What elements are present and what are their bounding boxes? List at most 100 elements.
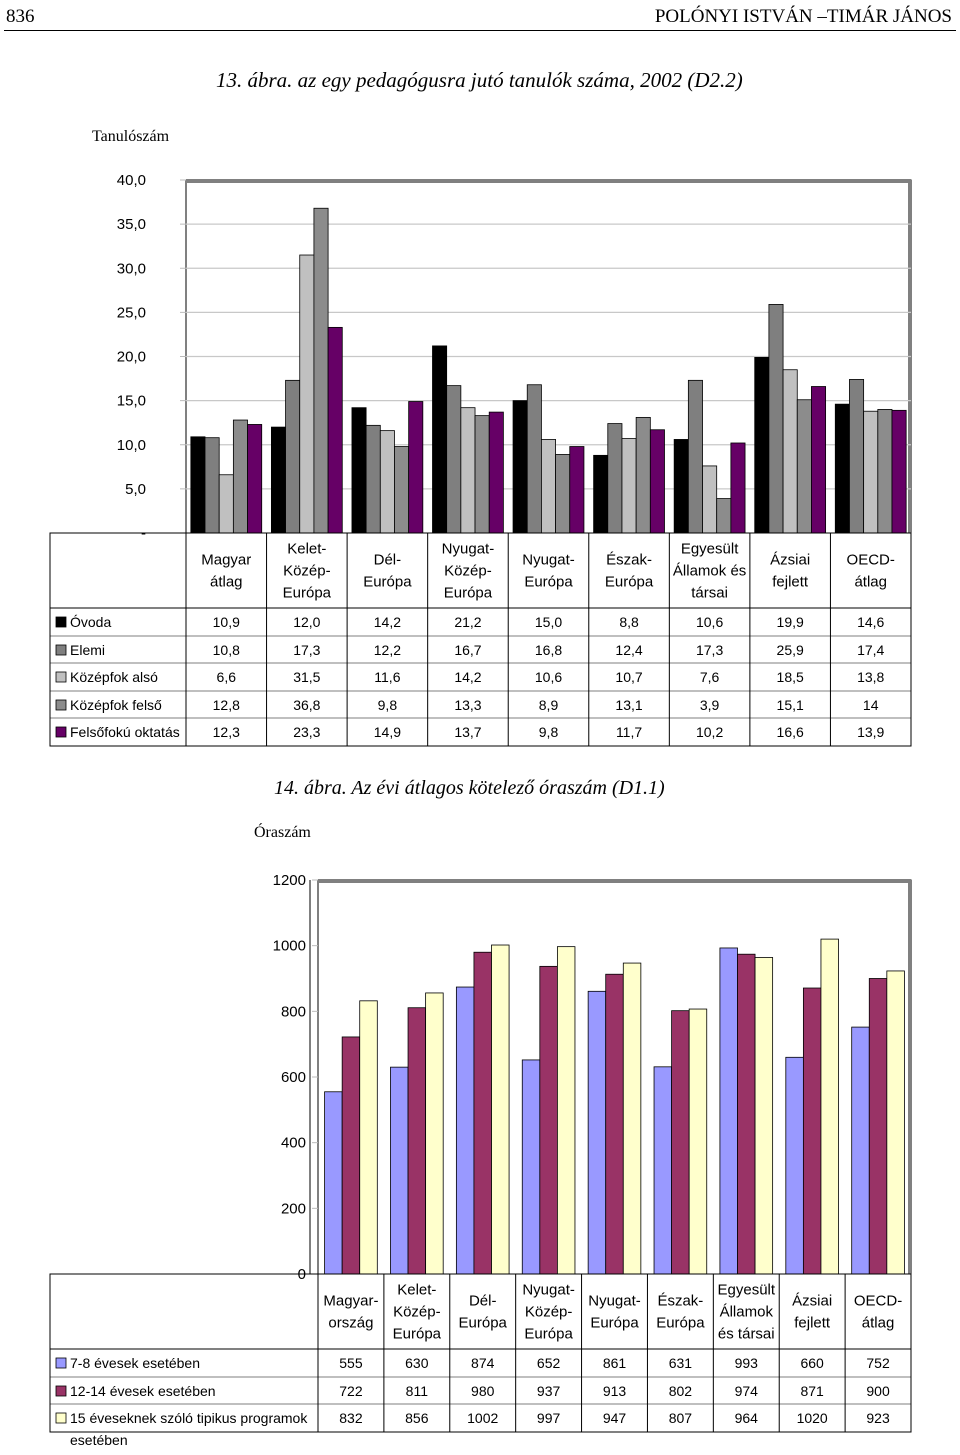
chart1-data-label: 12,4 bbox=[615, 642, 642, 658]
chart1-category-label: Nyugat- bbox=[442, 541, 495, 558]
chart1-data-label: 13,1 bbox=[615, 697, 642, 713]
chart1-y-tick-label: 20,0 bbox=[117, 349, 146, 366]
chart2-data-label: 802 bbox=[669, 1383, 693, 1399]
chart2-data-label: 874 bbox=[471, 1355, 495, 1371]
chart2-category-label: Közép- bbox=[393, 1304, 441, 1321]
chart2-bar bbox=[688, 1008, 708, 1275]
chart2-bar bbox=[785, 1056, 804, 1275]
chart2-data-label: 630 bbox=[405, 1355, 429, 1371]
chart1-category-label: Kelet- bbox=[287, 541, 326, 558]
chart2-category-label: Nyugat- bbox=[522, 1282, 575, 1299]
chart2-category-label: Nyugat- bbox=[588, 1293, 641, 1310]
chart2-legend-swatch bbox=[55, 1385, 67, 1397]
chart2-data-label: 752 bbox=[866, 1355, 890, 1371]
chart1-data-label: 12,8 bbox=[213, 697, 240, 713]
chart2-data-label: 913 bbox=[603, 1383, 627, 1399]
chart2-bar bbox=[605, 973, 624, 1275]
chart1-y-tick-label: 30,0 bbox=[117, 260, 146, 277]
chart2-y-tick-label: 600 bbox=[281, 1069, 306, 1086]
chart1-data-table-border bbox=[49, 532, 912, 747]
chart2-data-label: 964 bbox=[735, 1410, 759, 1426]
chart2-category-label: fejlett bbox=[794, 1315, 831, 1332]
chart1-data-label: 21,2 bbox=[454, 614, 481, 630]
chart2-legend-label: 7-8 évesek esetében bbox=[70, 1355, 200, 1371]
chart1-data-label: 10,6 bbox=[696, 614, 723, 630]
chart2-plot-shadow-right bbox=[908, 880, 911, 1274]
chart2-category-label: átlag bbox=[862, 1315, 895, 1332]
chart2-data-label: 993 bbox=[735, 1355, 759, 1371]
chart2-data-label: 947 bbox=[603, 1410, 627, 1426]
chart1-category-label: Dél- bbox=[374, 552, 402, 569]
chart2-category-label: Európa bbox=[459, 1315, 508, 1332]
chart2-data-table-border bbox=[49, 1273, 912, 1433]
chart2-plot-shadow-top bbox=[318, 880, 911, 883]
chart2-bar bbox=[622, 962, 642, 1275]
chart2-bar bbox=[851, 1026, 870, 1275]
chart1-data-label: 6,6 bbox=[217, 669, 237, 685]
running-header-authors: POLÓNYI ISTVÁN –TIMÁR JÁNOS bbox=[654, 6, 952, 27]
chart1-data-label: 9,8 bbox=[378, 697, 398, 713]
chart1-data-label: 10,2 bbox=[696, 724, 723, 740]
chart1-data-label: 9,8 bbox=[539, 724, 559, 740]
chart2-data-label: 1002 bbox=[467, 1410, 498, 1426]
chart1-data-label: 15,0 bbox=[535, 614, 562, 630]
chart1-category-label: Egyesült bbox=[681, 541, 739, 558]
chart2-bar bbox=[719, 947, 738, 1275]
chart2-category-label: Magyar- bbox=[323, 1293, 378, 1310]
chart2-data-label: 1020 bbox=[797, 1410, 828, 1426]
chart2-bar bbox=[324, 1091, 343, 1275]
chart1-data-label: 17,3 bbox=[696, 642, 723, 658]
chart1-data-label: 17,4 bbox=[857, 642, 884, 658]
chart2-category-label: Dél- bbox=[469, 1293, 497, 1310]
chart2-y-axis-label: Óraszám bbox=[254, 824, 311, 841]
chart1-data-label: 14 bbox=[863, 697, 879, 713]
chart1-data-label: 10,9 bbox=[213, 614, 240, 630]
chart2-bar bbox=[754, 957, 774, 1275]
chart2-bar bbox=[653, 1066, 673, 1275]
chart1-data-label: 15,1 bbox=[777, 697, 804, 713]
chart2-legend-label: esetében bbox=[70, 1432, 128, 1448]
chart2-title: 14. ábra. Az évi átlagos kötelező óraszá… bbox=[274, 777, 665, 799]
chart2-bar bbox=[407, 1007, 427, 1275]
chart2-category-label: Észak- bbox=[657, 1293, 703, 1310]
chart2-y-tick-label: 200 bbox=[281, 1200, 306, 1217]
chart1-legend-label: Középfok alsó bbox=[70, 669, 158, 685]
chart1-category-label: Magyar bbox=[201, 552, 251, 569]
chart2-category-label: Kelet- bbox=[397, 1282, 436, 1299]
chart1-data-label: 12,2 bbox=[374, 642, 401, 658]
chart1-category-label: Európa bbox=[444, 585, 493, 602]
chart2-data-label: 652 bbox=[537, 1355, 561, 1371]
chart1-legend-swatch bbox=[55, 726, 67, 738]
chart2-category-label: Európa bbox=[590, 1315, 639, 1332]
chart2-category-label: Államok bbox=[720, 1304, 774, 1321]
chart1-data-label: 10,6 bbox=[535, 669, 562, 685]
chart2-bar bbox=[886, 970, 905, 1275]
chart1-data-label: 14,2 bbox=[454, 669, 481, 685]
chart2-y-tick-label: 1200 bbox=[273, 872, 306, 889]
chart1-legend-swatch bbox=[55, 644, 67, 656]
chart1-category-label: Ázsiai bbox=[770, 552, 810, 569]
chart2-bar bbox=[473, 951, 492, 1275]
chart2-bar bbox=[359, 1000, 378, 1275]
chart2-data-label: 923 bbox=[866, 1410, 890, 1426]
chart1-data-label: 31,5 bbox=[293, 669, 320, 685]
chart2-bar bbox=[425, 992, 444, 1275]
chart1-data-label: 23,3 bbox=[293, 724, 320, 740]
chart1-category-label: Nyugat- bbox=[522, 552, 575, 569]
chart2-data-label: 555 bbox=[339, 1355, 363, 1371]
chart2-category-label: Egyesült bbox=[718, 1282, 776, 1299]
chart1-data-label: 14,6 bbox=[857, 614, 884, 630]
chart1-legend-label: Középfok felső bbox=[70, 697, 162, 713]
chart1-data-label: 25,9 bbox=[777, 642, 804, 658]
chart1-data-label: 13,7 bbox=[454, 724, 481, 740]
chart1-data-label: 13,3 bbox=[454, 697, 481, 713]
chart1-category-label: Európa bbox=[363, 574, 412, 591]
chart2-y-tick-label: 800 bbox=[281, 1003, 306, 1020]
chart1-category-label: Európa bbox=[524, 574, 573, 591]
chart2-y-tick-label: 1000 bbox=[273, 938, 306, 955]
chart2-data-label: 861 bbox=[603, 1355, 627, 1371]
chart2-category-label: ország bbox=[328, 1315, 373, 1332]
chart2-bar bbox=[671, 1010, 690, 1275]
chart1-data-label: 16,8 bbox=[535, 642, 562, 658]
